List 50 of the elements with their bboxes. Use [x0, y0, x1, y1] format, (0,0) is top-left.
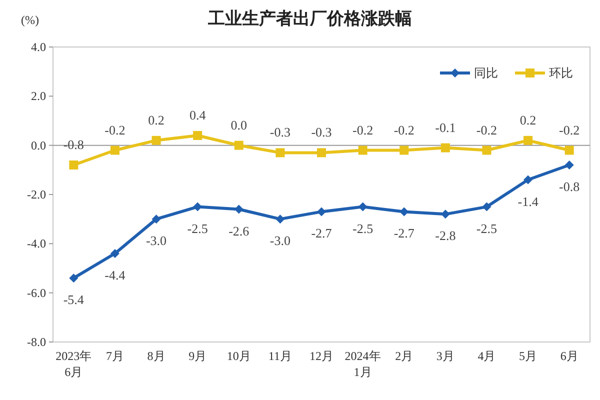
data-label: -2.5: [187, 220, 208, 236]
y-tick-label: 4.0: [31, 40, 46, 54]
x-tick-label: 7月: [106, 349, 124, 363]
data-label: -2.7: [394, 226, 415, 241]
data-label: -0.2: [476, 122, 498, 138]
y-axis-title: (%): [21, 13, 39, 27]
y-tick-label: 0.0: [31, 138, 46, 152]
y-tick-label: -6.0: [27, 286, 46, 300]
legend-label: 环比: [549, 66, 573, 80]
data-label: -0.3: [311, 124, 332, 140]
y-tick-label: -4.0: [27, 236, 46, 251]
data-label: -0.2: [559, 122, 580, 138]
data-label: 0.2: [520, 112, 536, 128]
x-tick-label: 9月: [188, 349, 207, 363]
x-tick-label: 12月: [310, 349, 334, 363]
data-label: -0.3: [270, 124, 290, 140]
x-tick-label: 2月: [395, 349, 414, 363]
data-label: 0.0: [230, 117, 248, 132]
legend-label: 同比: [474, 66, 498, 80]
x-tick-label: 5月: [519, 349, 538, 363]
data-label: -5.4: [63, 292, 84, 308]
data-label: -2.5: [476, 220, 498, 236]
data-label: -4.4: [104, 268, 126, 282]
data-label: -3.0: [270, 233, 290, 248]
data-label: -0.8: [63, 137, 84, 152]
x-tick-label: 4月: [478, 349, 496, 363]
data-label: -2.7: [311, 226, 332, 241]
data-label: -0.2: [394, 122, 414, 138]
data-label: -2.8: [435, 228, 456, 244]
x-tick-label: 2023年 6月: [56, 349, 92, 379]
data-label: 0.4: [189, 108, 206, 122]
data-label: -0.8: [559, 179, 580, 194]
x-tick-label: 2024年 1月: [344, 349, 381, 379]
chart-title: 工业生产者出厂价格涨跌幅: [207, 9, 412, 28]
y-tick-label: -8.0: [27, 335, 46, 349]
data-label: -0.1: [435, 120, 456, 135]
data-label: 0.2: [148, 112, 164, 128]
x-tick-label: 11月: [268, 349, 292, 363]
data-label: -1.4: [518, 194, 539, 209]
x-tick-label: 3月: [436, 349, 454, 363]
x-tick-label: 8月: [147, 349, 166, 363]
data-label: -2.6: [228, 223, 250, 238]
x-tick-label: 6月: [560, 349, 578, 363]
data-label: -0.2: [104, 122, 126, 138]
x-tick-label: 10月: [226, 349, 251, 363]
data-label: -2.5: [352, 220, 374, 236]
y-tick-label: 2.0: [31, 89, 46, 104]
y-tick-label: -2.0: [27, 188, 46, 202]
data-label: -3.0: [146, 233, 167, 248]
data-label: -0.2: [352, 122, 374, 138]
